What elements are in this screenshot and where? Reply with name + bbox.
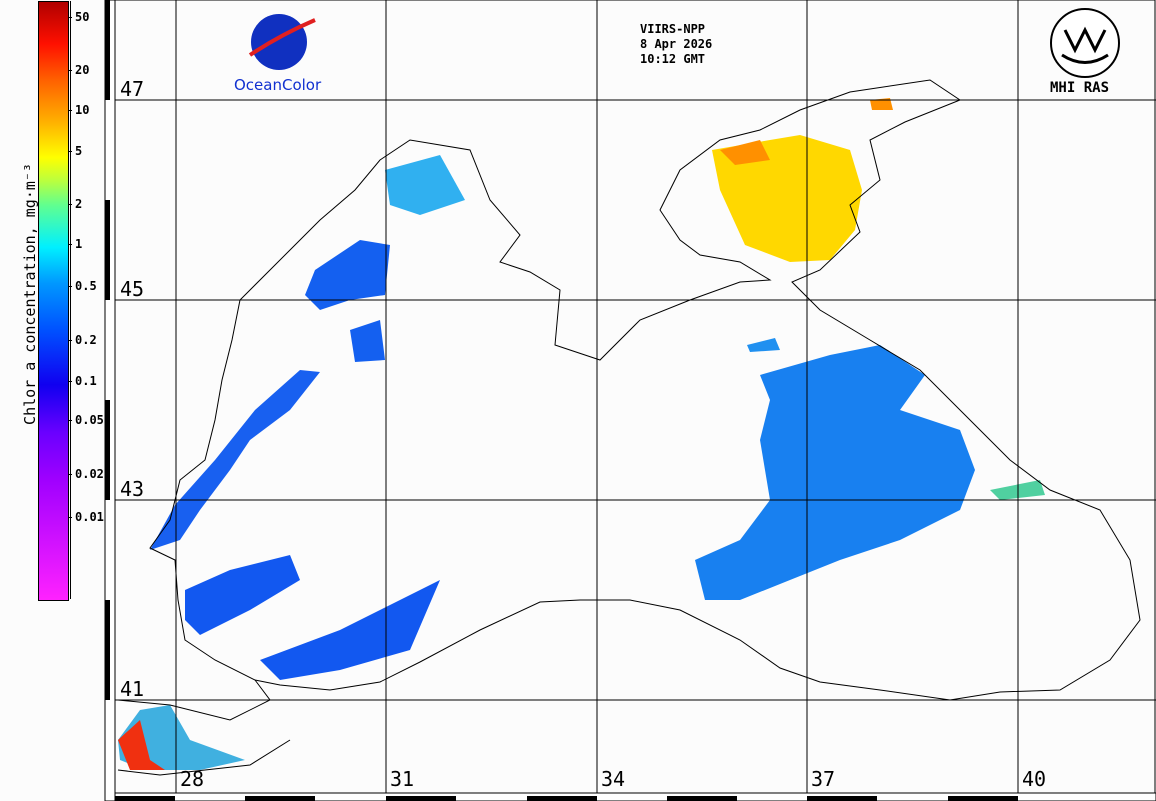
colorbar-tick: 1 — [67, 238, 82, 250]
longitude-label: 28 — [180, 767, 205, 791]
latitude-label: 45 — [120, 277, 145, 301]
chlorophyll-patches — [118, 98, 1045, 770]
latitude-label: 43 — [120, 477, 145, 501]
colorbar-tick: 20 — [67, 64, 89, 76]
sensor-name: VIIRS-NPP — [640, 22, 706, 36]
colorbar-tick: 0.5 — [68, 280, 97, 292]
acquisition-info: VIIRS-NPP 8 Apr 2026 10:12 GMT — [640, 22, 712, 67]
longitude-label: 31 — [390, 767, 415, 791]
coastline-marmara — [117, 679, 291, 776]
colorbar-tick: 0.02 — [68, 468, 104, 480]
colorbar-tick: 2 — [67, 198, 82, 210]
longitude-label: 37 — [811, 767, 836, 791]
coastline — [149, 79, 1141, 701]
colorbar-frame — [67, 1, 71, 599]
colorbar-tick: 0.05 — [68, 414, 104, 426]
latitude-label: 47 — [120, 77, 145, 101]
colorbar-tick: 50 — [67, 11, 89, 23]
longitude-label: 40 — [1022, 767, 1047, 791]
acquisition-time: 10:12 GMT — [640, 52, 706, 66]
longitude-label: 34 — [601, 767, 626, 791]
colorbar-tick: 0.2 — [68, 334, 97, 346]
longitude-scale-strip — [114, 792, 1156, 801]
colorbar-tick: 5 — [67, 145, 82, 157]
colorbar-label: Chlor_a concentration, mg·m⁻³ — [21, 163, 39, 425]
acquisition-date: 8 Apr 2026 — [640, 37, 713, 51]
colorbar — [38, 1, 69, 601]
colorbar-tick: 0.1 — [68, 375, 97, 387]
oceancolor-label: OceanColor — [234, 76, 322, 94]
latitude-label: 41 — [120, 677, 145, 701]
nasa-logo — [248, 14, 316, 70]
mhi-logo — [1050, 8, 1120, 78]
latitude-scale-strip — [104, 0, 116, 801]
colorbar-tick: 10 — [67, 104, 89, 116]
graticule — [114, 0, 1156, 794]
colorbar-tick: 0.01 — [68, 511, 104, 523]
mhi-ras-label: MHI RAS — [1050, 80, 1110, 96]
